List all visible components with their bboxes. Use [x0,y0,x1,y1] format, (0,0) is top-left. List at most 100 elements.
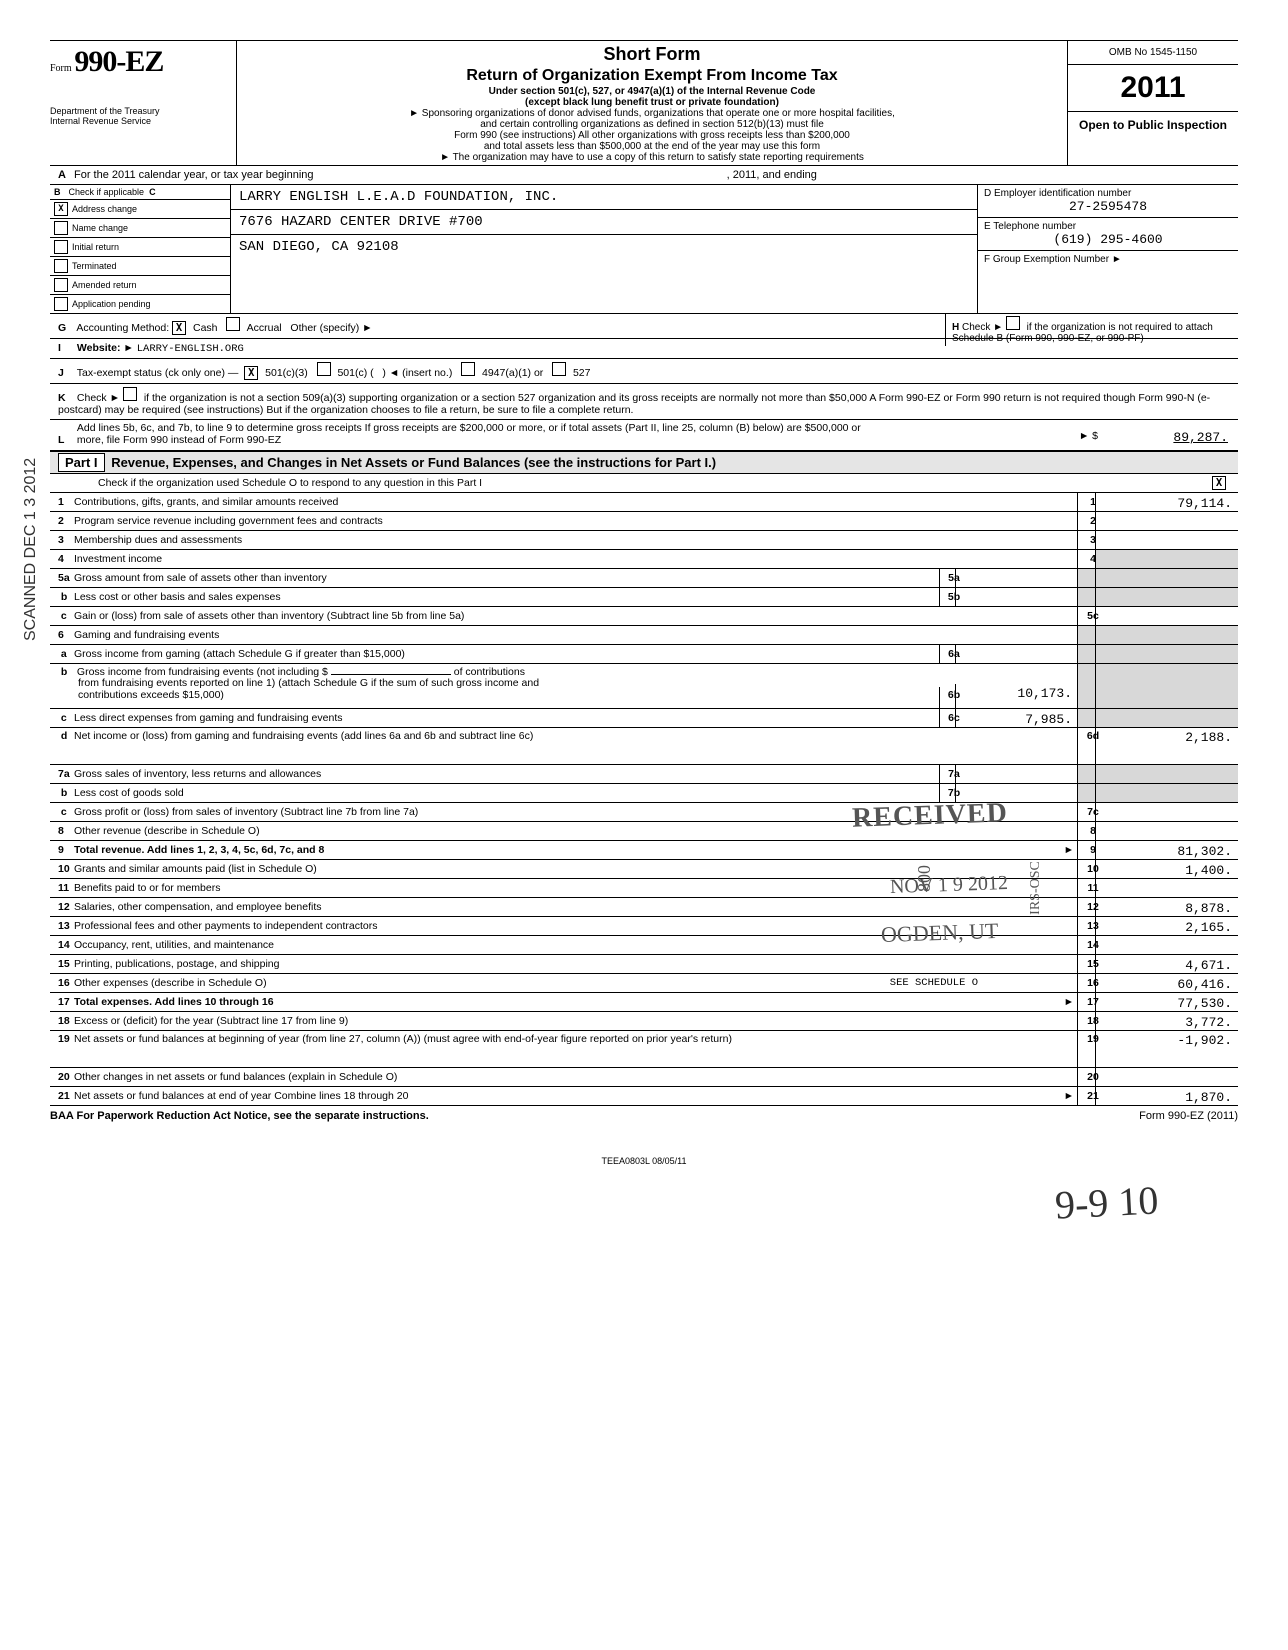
l3-text: Membership dues and assessments [74,534,242,546]
l10-val: 1,400. [1095,860,1238,878]
lbl-name-change: Name change [72,223,128,233]
org-address: 7676 HAZARD CENTER DRIVE #700 [231,210,977,235]
handwritten-sig: 9-9 10 [1054,1176,1160,1228]
l14-val [1095,936,1238,954]
l10-text: Grants and similar amounts paid (list in… [74,863,317,875]
check-name-change[interactable] [54,221,68,235]
line-6: 6Gaming and fundraising events [50,626,1238,645]
l18-val: 3,772. [1095,1012,1238,1030]
check-application-pending[interactable] [54,297,68,311]
l17-arrow: ► [1064,996,1074,1008]
c-label: C [149,187,156,197]
lbl-cash: Cash [193,322,218,334]
title-return: Return of Organization Exempt From Incom… [243,67,1061,85]
identity-block: B Check if applicable C XAddress change … [50,185,1238,314]
l6a-text: Gross income from gaming (attach Schedul… [74,648,405,660]
k-text: if the organization is not a section 509… [58,392,1210,416]
check-527[interactable] [552,362,566,376]
line-6a: aGross income from gaming (attach Schedu… [50,645,1238,664]
l4-val [1095,550,1238,568]
l6b-rval [1095,664,1238,708]
line-2: 2Program service revenue including gover… [50,512,1238,531]
l8-val [1095,822,1238,840]
line-5c: cGain or (loss) from sale of assets othe… [50,607,1238,626]
l5c-text: Gain or (loss) from sale of assets other… [74,610,464,622]
org-city: SAN DIEGO, CA 92108 [231,235,977,259]
ein-value: 27-2595478 [984,199,1232,214]
line-16: 16Other expenses (describe in Schedule O… [50,974,1238,993]
footer-code: TEEA0803L 08/05/11 [50,1156,1238,1166]
l7b-val [955,784,1078,802]
lbl-501c: 501(c) ( [337,367,373,379]
line-20: 20Other changes in net assets or fund ba… [50,1068,1238,1087]
line-5b: bLess cost or other basis and sales expe… [50,588,1238,607]
l6b-contrib: of contributions [454,666,525,678]
line-18: 18Excess or (deficit) for the year (Subt… [50,1012,1238,1031]
lbl-terminated: Terminated [72,261,117,271]
l7a-val [955,765,1078,783]
l21-text: Net assets or fund balances at end of ye… [74,1090,408,1102]
check-schedule-o[interactable]: X [1212,476,1226,490]
check-accrual[interactable] [226,317,240,331]
check-501c[interactable] [317,362,331,376]
l12-val: 8,878. [1095,898,1238,916]
l5c-val [1095,607,1238,625]
l3-val [1095,531,1238,549]
check-amended[interactable] [54,278,68,292]
lbl-insert: ) ◄ (insert no.) [382,367,452,379]
line-5a: 5aGross amount from sale of assets other… [50,569,1238,588]
k-check-label: Check ► [77,392,120,404]
l1-val: 79,114. [1095,493,1238,511]
check-4947[interactable] [461,362,475,376]
line-13: 13Professional fees and other payments t… [50,917,1238,936]
line-1: 1Contributions, gifts, grants, and simil… [50,493,1238,512]
check-initial-return[interactable] [54,240,68,254]
l9-text: Total revenue. Add lines 1, 2, 3, 4, 5c,… [74,844,324,856]
check-h[interactable] [1006,316,1020,330]
l6d-val: 2,188. [1095,728,1238,764]
l9-arrow: ► [1064,844,1074,856]
check-header: Check if applicable [69,187,145,197]
l1-text: Contributions, gifts, grants, and simila… [74,496,338,508]
l8-text: Other revenue (describe in Schedule O) [74,825,260,837]
line-l: L Add lines 5b, 6c, and 7b, to line 9 to… [50,420,1238,450]
l16-extra: SEE SCHEDULE O [890,977,978,989]
lbl-initial-return: Initial return [72,242,119,252]
form-990ez: SCANNED DEC 1 3 2012 Form 990-EZ Departm… [50,40,1238,1166]
l5b-val [955,588,1078,606]
l5b-rval [1095,588,1238,606]
lbl-amended: Amended return [72,280,137,290]
line-6d: dNet income or (loss) from gaming and fu… [50,728,1238,765]
part1-header: Part I Revenue, Expenses, and Changes in… [50,451,1238,474]
l18-text: Excess or (deficit) for the year (Subtra… [74,1015,348,1027]
scanned-stamp: SCANNED DEC 1 3 2012 [22,458,40,641]
l17-text: Total expenses. Add lines 10 through 16 [74,996,274,1008]
check-terminated[interactable] [54,259,68,273]
l7b-text: Less cost of goods sold [74,787,184,799]
check-k[interactable] [123,387,137,401]
l11-text: Benefits paid to or for members [74,882,220,894]
l6c-text: Less direct expenses from gaming and fun… [74,712,342,724]
ein-label: D Employer identification number [984,188,1131,199]
footer-form: Form 990-EZ (2011) [1139,1110,1238,1122]
l6-text: Gaming and fundraising events [74,629,219,641]
l-arrow: ► $ [1079,430,1098,442]
lbl-other: Other (specify) ► [290,322,372,334]
l2-text: Program service revenue including govern… [74,515,383,527]
check-address-change[interactable]: X [54,202,68,216]
line-9: 9Total revenue. Add lines 1, 2, 3, 4, 5c… [50,841,1238,860]
revenue-section: 1Contributions, gifts, grants, and simil… [50,493,1238,860]
check-cash[interactable]: X [172,321,186,335]
omb-number: OMB No 1545-1150 [1068,41,1238,65]
l9-val: 81,302. [1095,841,1238,859]
line-a-text: For the 2011 calendar year, or tax year … [74,169,314,181]
l7c-val [1095,803,1238,821]
line-15: 15Printing, publications, postage, and s… [50,955,1238,974]
h-check-label: Check ► [962,322,1003,333]
acct-method-label: Accounting Method: [76,322,169,334]
check-501c3[interactable]: X [244,366,258,380]
l-text: Add lines 5b, 6c, and 7b, to line 9 to d… [77,423,877,446]
l15-val: 4,671. [1095,955,1238,973]
lbl-501c3: 501(c)(3) [265,367,308,379]
website-label: Website: ► [77,342,134,354]
